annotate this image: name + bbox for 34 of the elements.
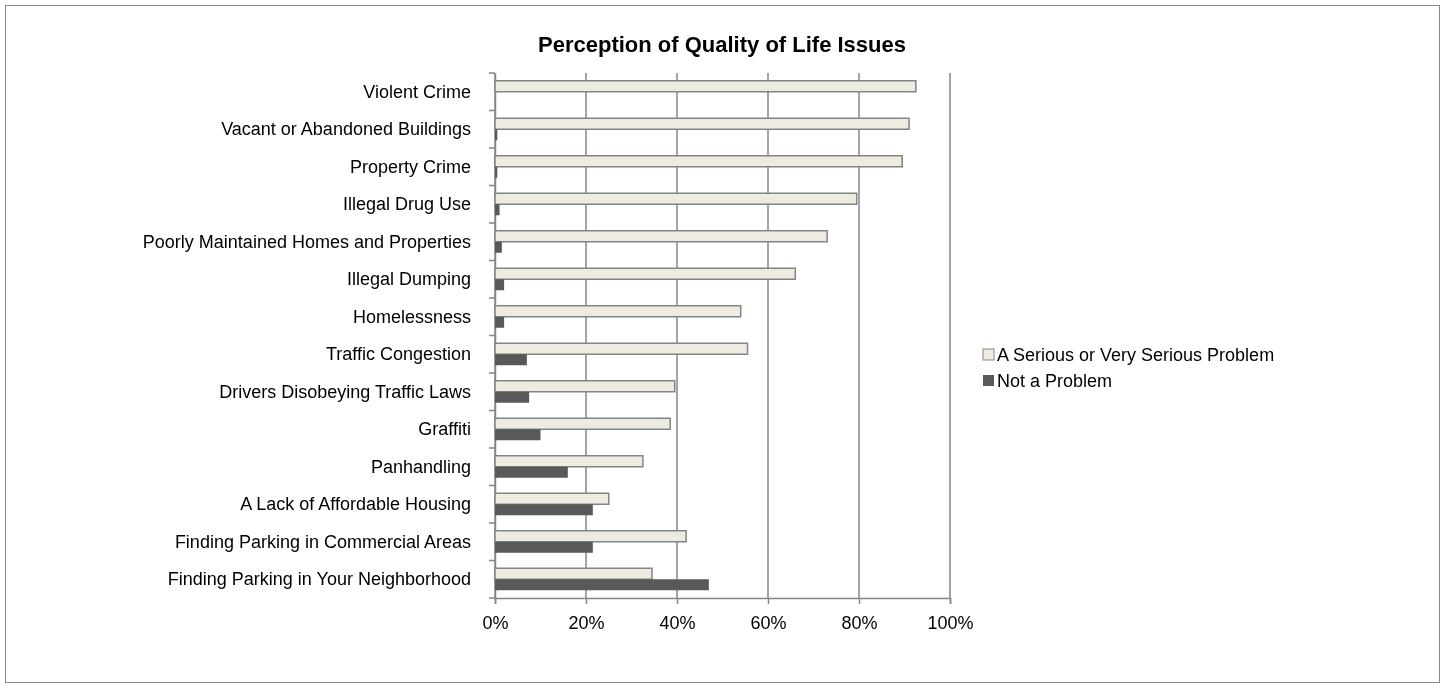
bar [495,204,500,216]
x-tick-label: 100% [927,612,974,633]
bar [495,354,527,366]
bar [495,541,593,553]
bar [495,279,505,291]
y-tick-label: Panhandling [370,456,471,477]
x-tick-label: 60% [750,612,787,633]
x-tick-label: 0% [482,612,509,633]
x-tick-label: 40% [659,612,696,633]
x-tick-label: 20% [568,612,605,633]
bar [495,429,541,441]
bar [495,241,502,253]
y-tick-label: Traffic Congestion [325,344,471,365]
bar [495,391,530,403]
legend-label: A Serious or Very Serious Problem [997,345,1275,366]
y-tick-label: Illegal Dumping [346,269,471,290]
y-tick-label: Graffiti [418,419,471,440]
y-tick-label: Finding Parking in Commercial Areas [174,531,471,552]
legend-label: Not a Problem [997,371,1113,392]
y-tick-label: Homelessness [352,306,471,327]
y-tick-label: Poorly Maintained Homes and Properties [142,231,471,252]
y-tick-label: Illegal Drug Use [342,194,471,215]
y-tick-label: Finding Parking in Your Neighborhood [167,569,471,590]
y-tick-label: Vacant or Abandoned Buildings [221,119,471,140]
bar [495,466,568,478]
chart-title: Perception of Quality of Life Issues [538,32,906,57]
bar [495,579,709,591]
y-tick-label: Drivers Disobeying Traffic Laws [219,381,471,402]
y-tick-label: A Lack of Affordable Housing [240,494,471,515]
x-tick-label: 80% [841,612,878,633]
bar [495,316,505,328]
y-tick-label: Property Crime [349,156,471,177]
bar [495,504,593,516]
y-tick-label: Violent Crime [363,81,471,102]
